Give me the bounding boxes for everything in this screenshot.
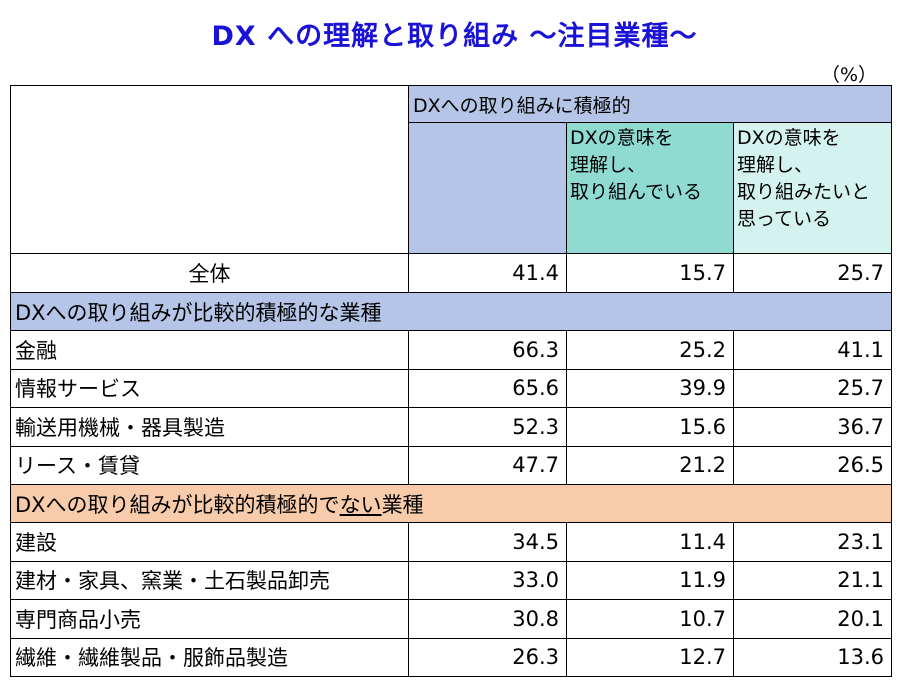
section-label-text: DXへの取り組みが比較的積極的で xyxy=(15,492,340,517)
value-cell: 20.1 xyxy=(733,599,892,639)
header-sub-understand-acting: DXの意味を 理解し、 取り組んでいる xyxy=(566,122,734,254)
value-cell: 12.7 xyxy=(566,637,734,677)
value-cell: 11.9 xyxy=(566,560,734,600)
table-row: 繊維・繊維製品・服飾品製造 26.3 12.7 13.6 xyxy=(10,637,892,677)
industry-label: 建材・家具、窯業・土石製品卸売 xyxy=(10,560,409,600)
section-header-row: DXへの取り組みが比較的積極的でない業種 xyxy=(10,484,892,523)
total-value: 25.7 xyxy=(733,253,892,293)
section-label-emphasis: ない xyxy=(339,492,382,517)
value-cell: 39.9 xyxy=(566,368,734,408)
data-table: DXへの取り組みに積極的 DXの意味を 理解し、 取り組んでいる DXの意味を 理解し… xyxy=(10,85,892,677)
unit-label: （%） xyxy=(820,64,877,86)
page-title: DX への理解と取り組み ～注目業種～ xyxy=(211,21,698,52)
table-row: リース・賃貸 47.7 21.2 26.5 xyxy=(10,445,892,485)
value-cell: 34.5 xyxy=(408,522,567,562)
value-cell: 47.7 xyxy=(408,445,567,485)
section-label-text: DXへの取り組みが比較的積極的な業種 xyxy=(15,300,382,325)
value-cell: 26.3 xyxy=(408,637,567,677)
value-cell: 52.3 xyxy=(408,407,567,447)
table-row: 建材・家具、窯業・土石製品卸売 33.0 11.9 21.1 xyxy=(10,560,892,600)
value-cell: 26.5 xyxy=(733,445,892,485)
value-cell: 21.1 xyxy=(733,560,892,600)
section-header-label: DXへの取り組みが比較的積極的でない業種 xyxy=(10,484,892,523)
total-value: 15.7 xyxy=(566,253,734,293)
industry-label: リース・賃貸 xyxy=(10,445,409,485)
value-cell: 33.0 xyxy=(408,560,567,600)
value-cell: 11.4 xyxy=(566,522,734,562)
section-label-text: 業種 xyxy=(381,492,424,517)
table-row: 輸送用機械・器具製造 52.3 15.6 36.7 xyxy=(10,407,892,447)
industry-label: 建設 xyxy=(10,522,409,562)
table-row: 建設 34.5 11.4 23.1 xyxy=(10,522,892,562)
value-cell: 65.6 xyxy=(408,368,567,408)
industry-label: 繊維・繊維製品・服飾品製造 xyxy=(10,637,409,677)
value-cell: 41.1 xyxy=(733,330,892,370)
value-cell: 23.1 xyxy=(733,522,892,562)
section-header-label: DXへの取り組みが比較的積極的な業種 xyxy=(10,292,892,331)
value-cell: 10.7 xyxy=(566,599,734,639)
table-row: 専門商品小売 30.8 10.7 20.1 xyxy=(10,599,892,639)
total-value: 41.4 xyxy=(408,253,567,293)
value-cell: 21.2 xyxy=(566,445,734,485)
table-row: 情報サービス 65.6 39.9 25.7 xyxy=(10,368,892,408)
value-cell: 15.6 xyxy=(566,407,734,447)
header-blank-cell xyxy=(10,85,409,254)
industry-label: 金融 xyxy=(10,330,409,370)
section-header-row: DXへの取り組みが比較的積極的な業種 xyxy=(10,292,892,331)
header-group: DXへの取り組みに積極的 xyxy=(408,85,892,123)
value-cell: 36.7 xyxy=(733,407,892,447)
header-sub-understand-wanting: DXの意味を 理解し、 取り組みたいと 思っている xyxy=(733,122,892,254)
total-label: 全体 xyxy=(10,253,409,293)
value-cell: 30.8 xyxy=(408,599,567,639)
industry-label: 情報サービス xyxy=(10,368,409,408)
value-cell: 25.2 xyxy=(566,330,734,370)
value-cell: 66.3 xyxy=(408,330,567,370)
industry-label: 専門商品小売 xyxy=(10,599,409,639)
value-cell: 13.6 xyxy=(733,637,892,677)
total-row: 全体 41.4 15.7 25.7 xyxy=(10,253,892,293)
value-cell: 25.7 xyxy=(733,368,892,408)
table-row: 金融 66.3 25.2 41.1 xyxy=(10,330,892,370)
header-fill-cell xyxy=(408,122,567,254)
industry-label: 輸送用機械・器具製造 xyxy=(10,407,409,447)
